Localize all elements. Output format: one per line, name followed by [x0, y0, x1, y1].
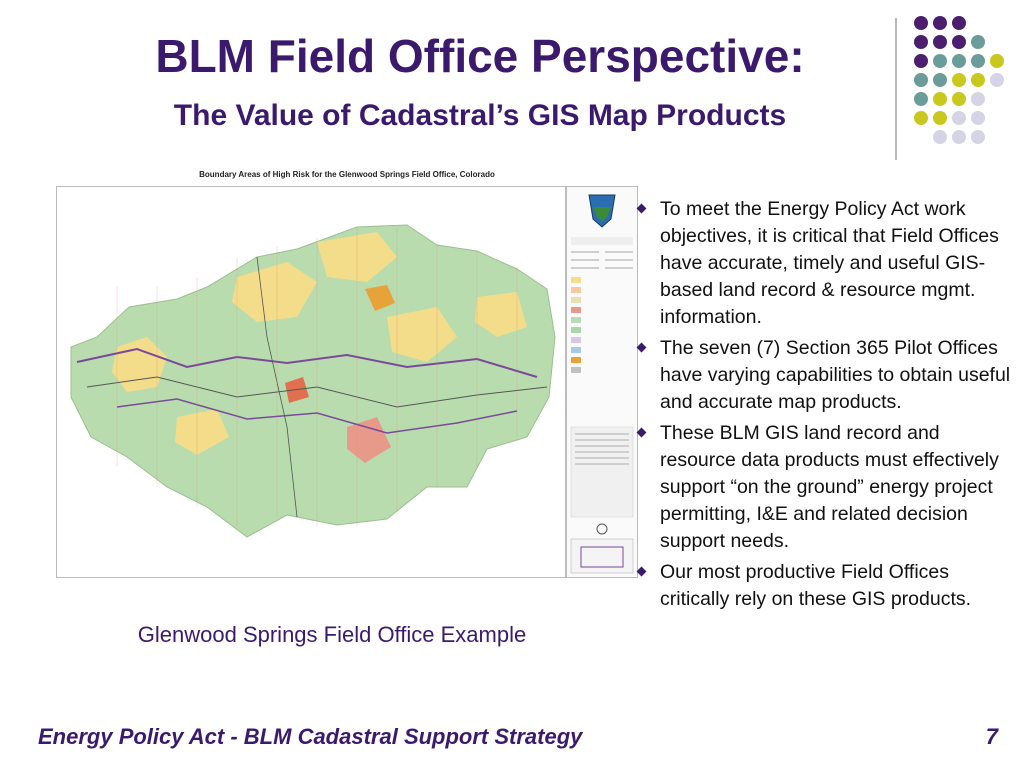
page-number: 7	[985, 724, 998, 749]
decorative-dot	[971, 111, 985, 125]
decorative-dot	[914, 73, 928, 87]
decorative-dot	[952, 130, 966, 144]
slide-title: BLM Field Office Perspective:	[155, 30, 805, 82]
decorative-dot	[952, 54, 966, 68]
map-graphic	[57, 187, 565, 577]
bullet-list: To meet the Energy Policy Act work objec…	[634, 196, 1020, 617]
bullet-item: The seven (7) Section 365 Pilot Offices …	[634, 335, 1020, 416]
slide-footer: Energy Policy Act - BLM Cadastral Suppor…	[38, 724, 583, 749]
bullet-text: These BLM GIS land record and resource d…	[660, 422, 999, 552]
decorative-dot	[971, 73, 985, 87]
bullet-text: The seven (7) Section 365 Pilot Offices …	[660, 337, 1011, 413]
map-title: Boundary Areas of High Risk for the Glen…	[199, 170, 495, 179]
decorative-dot	[952, 16, 966, 30]
decorative-dot	[914, 111, 928, 125]
bullet-text: To meet the Energy Policy Act work objec…	[660, 198, 999, 328]
bullet-item: To meet the Energy Policy Act work objec…	[634, 196, 1020, 331]
map-legend-graphic	[570, 194, 634, 574]
slide-subtitle: The Value of Cadastral’s GIS Map Product…	[173, 99, 787, 132]
map-image	[56, 186, 566, 578]
bullet-marker-icon	[636, 566, 647, 577]
decorative-dot	[914, 54, 928, 68]
decorative-dot	[952, 35, 966, 49]
decorative-dot	[952, 92, 966, 106]
decorative-dot	[971, 92, 985, 106]
decorative-dot	[933, 111, 947, 125]
decorative-dot	[914, 92, 928, 106]
decorative-dot	[971, 54, 985, 68]
bullet-item: Our most productive Field Offices critic…	[634, 559, 1020, 613]
decorative-dot	[990, 73, 1004, 87]
bullet-marker-icon	[636, 342, 647, 353]
decorative-dot	[933, 92, 947, 106]
decorative-dot	[990, 54, 1004, 68]
map-legend-panel	[566, 186, 638, 578]
decorative-dot	[952, 111, 966, 125]
bullet-text: Our most productive Field Offices critic…	[660, 561, 972, 610]
decorative-dot	[933, 35, 947, 49]
decorative-dot	[933, 130, 947, 144]
bullet-marker-icon	[636, 427, 647, 438]
map-caption: Glenwood Springs Field Office Example	[137, 622, 527, 647]
map-figure: Boundary Areas of High Risk for the Glen…	[56, 166, 638, 584]
decorative-dot-grid	[914, 16, 1014, 166]
decorative-divider	[895, 18, 897, 160]
bullet-item: These BLM GIS land record and resource d…	[634, 420, 1020, 555]
decorative-dot	[952, 73, 966, 87]
decorative-dot	[971, 130, 985, 144]
decorative-dot	[933, 54, 947, 68]
decorative-dot	[914, 35, 928, 49]
decorative-dot	[933, 16, 947, 30]
decorative-dot	[971, 35, 985, 49]
decorative-dot	[933, 73, 947, 87]
decorative-dot	[914, 16, 928, 30]
bullet-marker-icon	[636, 203, 647, 214]
